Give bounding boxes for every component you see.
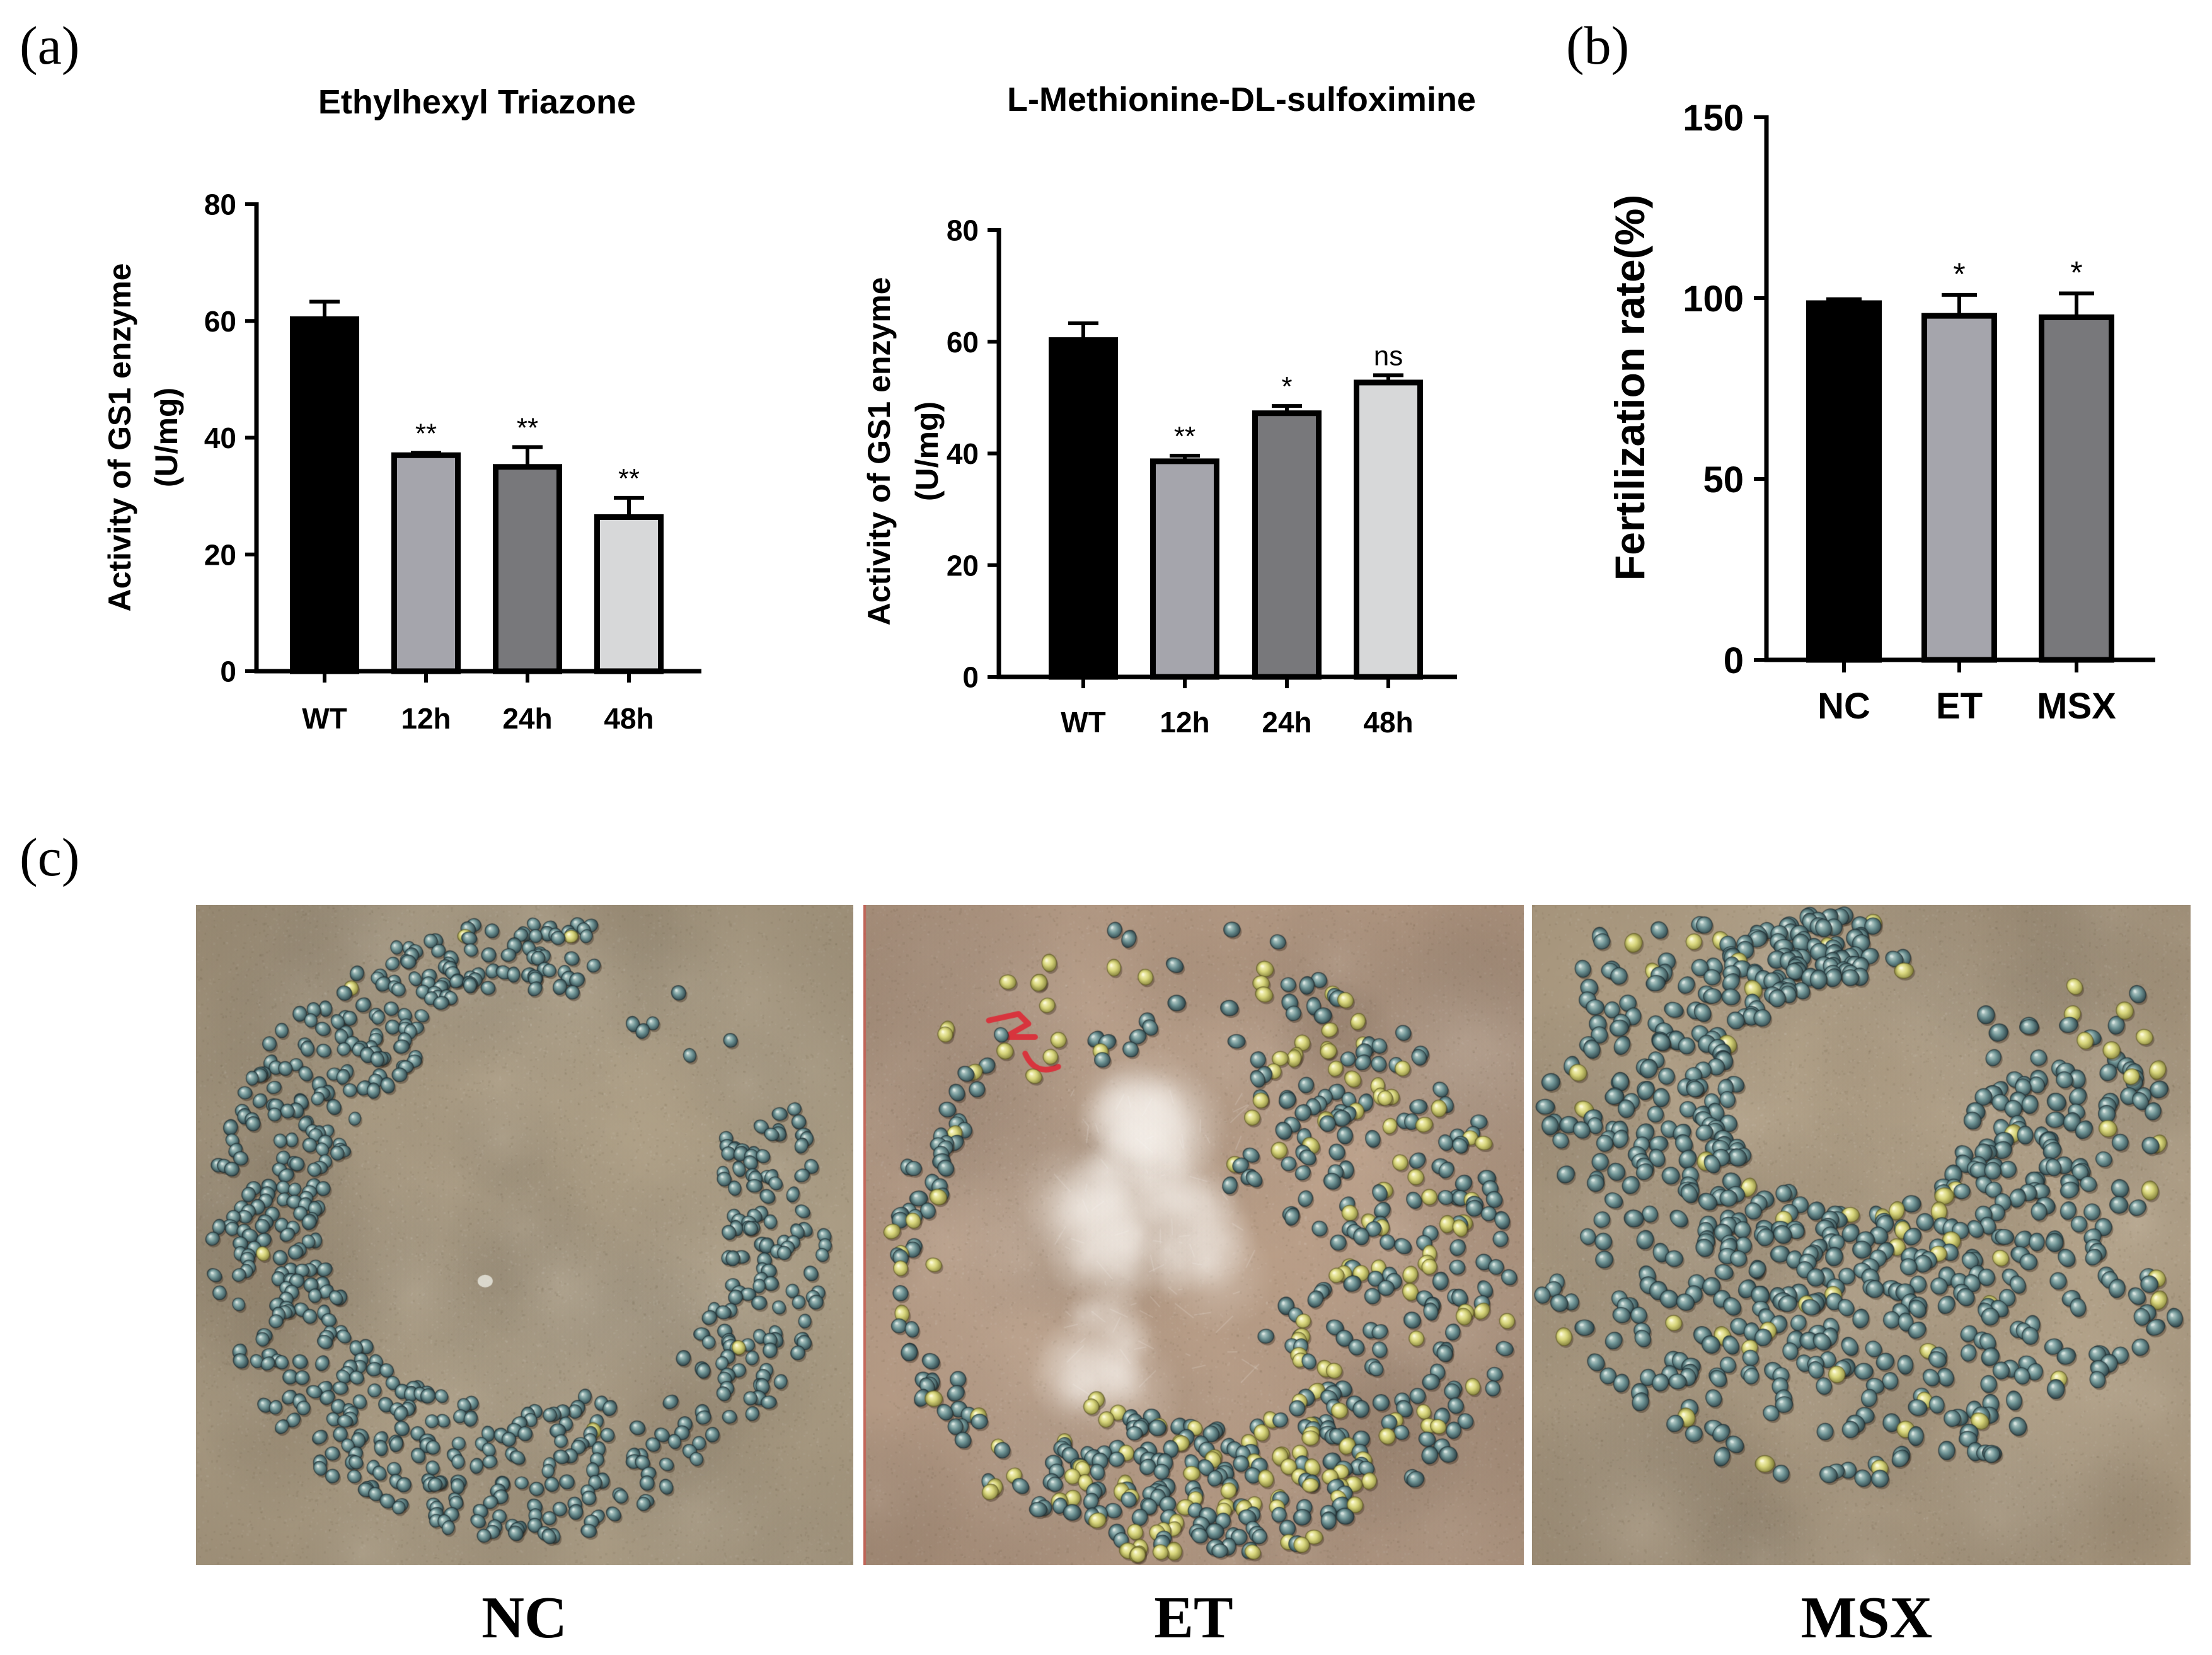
y-tick-label: 100 (1683, 279, 1744, 320)
significance-label: * (1281, 371, 1292, 402)
significance-label: * (1953, 257, 1965, 292)
panel-label-c: (c) (20, 827, 79, 887)
y-tick-label: 50 (1703, 459, 1744, 500)
bar-24h (1252, 410, 1322, 680)
x-tick-label: 12h (401, 702, 451, 735)
photo-label-msx: MSX (1801, 1585, 1933, 1651)
y-tick-label: 20 (204, 538, 236, 571)
x-tick-label: 48h (604, 702, 654, 735)
chart-title: L-Methionine-DL-sulfoximine (1007, 81, 1476, 118)
x-tick-label: 48h (1363, 706, 1413, 739)
bar-wt (290, 316, 359, 674)
seed-photo-nc (196, 905, 853, 1565)
x-tick-label: WT (302, 702, 347, 735)
significance-label: ** (415, 418, 437, 449)
y-tick-label: 20 (947, 549, 979, 582)
y-axis-unit: (U/mg) (149, 388, 184, 487)
x-tick-label: 24h (502, 702, 552, 735)
y-axis-label: Activity of GS1 enzyme (861, 277, 897, 626)
chart-title: Ethylhexyl Triazone (318, 83, 636, 121)
y-axis-unit: (U/mg) (909, 401, 945, 501)
y-tick-label: 60 (204, 305, 236, 338)
y-tick-label: 80 (947, 214, 979, 247)
significance-label: ** (517, 412, 538, 443)
seed-photo-msx (1532, 905, 2191, 1565)
y-tick-label: 40 (947, 437, 979, 470)
y-tick-label: 40 (204, 422, 236, 454)
chart-fertilization-rate: Fertilization rate(%) NC * ET * MSX 0 50 100 150 (1606, 98, 2155, 727)
y-axis-label: Activity of GS1 enzyme (102, 263, 137, 612)
photo-label-nc: NC (481, 1585, 567, 1651)
bar-nc (1806, 300, 1882, 663)
chart-ethylhexyl-triazone: Ethylhexyl Triazone Activity of GS1 enzym… (102, 83, 701, 735)
y-tick-label: 0 (962, 661, 979, 694)
bar-48h (594, 514, 664, 674)
panel-label-a: (a) (20, 15, 79, 76)
x-tick-label: NC (1817, 686, 1870, 727)
significance-label: * (2070, 255, 2082, 291)
significance-label: ns (1374, 340, 1403, 371)
y-tick-label: 0 (220, 655, 236, 688)
y-tick-label: 150 (1683, 98, 1744, 139)
y-tick-label: 0 (1724, 640, 1744, 681)
chart-methionine-sulfoximine: L-Methionine-DL-sulfoximine Activity of G… (861, 81, 1476, 739)
bar-48h (1354, 379, 1423, 680)
x-tick-label: ET (1936, 686, 1983, 727)
x-tick-label: MSX (2037, 686, 2116, 727)
bar-msx (2039, 314, 2114, 663)
bar-24h (493, 464, 562, 674)
bar-wt (1049, 337, 1118, 680)
bar-12h (1150, 458, 1219, 680)
y-tick-label: 60 (947, 326, 979, 359)
x-tick-label: WT (1061, 706, 1106, 739)
significance-label: ** (618, 463, 640, 494)
y-axis-label: Fertilization rate(%) (1606, 195, 1653, 580)
y-tick-label: 80 (204, 188, 236, 221)
bar-et (1921, 313, 1997, 663)
seed-photo-et (863, 905, 1524, 1565)
significance-label: ** (1174, 421, 1195, 452)
x-tick-label: 12h (1160, 706, 1209, 739)
panel-label-b: (b) (1566, 15, 1629, 76)
bar-12h (391, 452, 461, 674)
photo-label-et: ET (1154, 1585, 1233, 1651)
x-tick-label: 24h (1262, 706, 1311, 739)
